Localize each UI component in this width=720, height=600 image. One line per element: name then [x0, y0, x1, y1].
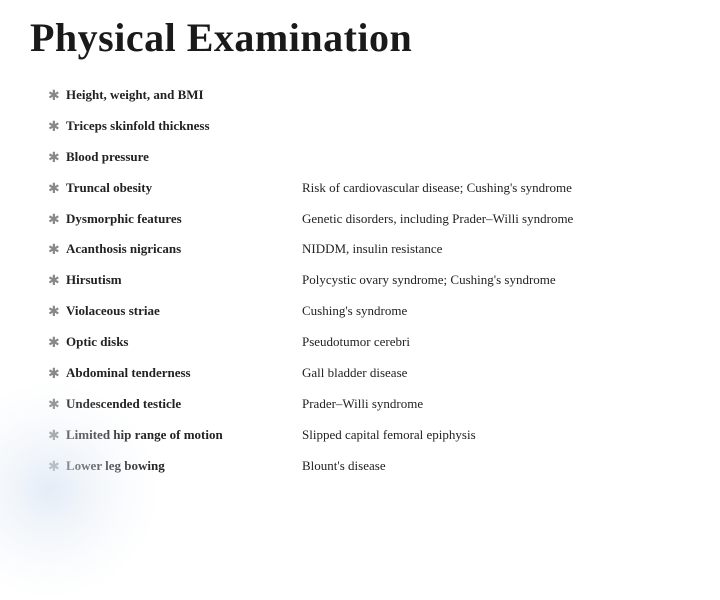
- page-title: Physical Examination: [0, 0, 720, 61]
- bullet-icon: ✱: [48, 303, 66, 320]
- bullet-icon: ✱: [48, 396, 66, 413]
- bullet-icon: ✱: [48, 241, 66, 258]
- item-label: Optic disks: [66, 334, 302, 351]
- item-label: Height, weight, and BMI: [66, 87, 302, 104]
- item-label: Abdominal tenderness: [66, 365, 302, 382]
- item-value: Cushing's syndrome: [302, 303, 692, 320]
- item-label: Hirsutism: [66, 272, 302, 289]
- item-value: NIDDM, insulin resistance: [302, 241, 692, 258]
- list-item: ✱Undescended testiclePrader–Willi syndro…: [48, 396, 692, 413]
- item-value: Slipped capital femoral epiphysis: [302, 427, 692, 444]
- bullet-icon: ✱: [48, 180, 66, 197]
- item-value: Genetic disorders, including Prader–Will…: [302, 211, 692, 228]
- list-item: ✱Acanthosis nigricansNIDDM, insulin resi…: [48, 241, 692, 258]
- bullet-icon: ✱: [48, 87, 66, 104]
- item-value: Polycystic ovary syndrome; Cushing's syn…: [302, 272, 692, 289]
- bullet-icon: ✱: [48, 118, 66, 135]
- item-label: Limited hip range of motion: [66, 427, 302, 444]
- list-item: ✱Height, weight, and BMI: [48, 87, 692, 104]
- bullet-icon: ✱: [48, 427, 66, 444]
- list-item: ✱Violaceous striaeCushing's syndrome: [48, 303, 692, 320]
- item-label: Triceps skinfold thickness: [66, 118, 302, 135]
- item-label: Dysmorphic features: [66, 211, 302, 228]
- item-value: Risk of cardiovascular disease; Cushing'…: [302, 180, 692, 197]
- item-label: Acanthosis nigricans: [66, 241, 302, 258]
- bullet-icon: ✱: [48, 334, 66, 351]
- item-value: Prader–Willi syndrome: [302, 396, 692, 413]
- item-label: Violaceous striae: [66, 303, 302, 320]
- list-item: ✱Optic disksPseudotumor cerebri: [48, 334, 692, 351]
- list-item: ✱Truncal obesityRisk of cardiovascular d…: [48, 180, 692, 197]
- item-label: Truncal obesity: [66, 180, 302, 197]
- bullet-icon: ✱: [48, 458, 66, 475]
- bullet-icon: ✱: [48, 365, 66, 382]
- list-item: ✱Dysmorphic featuresGenetic disorders, i…: [48, 211, 692, 228]
- item-label: Lower leg bowing: [66, 458, 302, 475]
- item-value: Blount's disease: [302, 458, 692, 475]
- list-item: ✱Limited hip range of motionSlipped capi…: [48, 427, 692, 444]
- bullet-icon: ✱: [48, 272, 66, 289]
- bullet-icon: ✱: [48, 211, 66, 228]
- list-item: ✱Triceps skinfold thickness: [48, 118, 692, 135]
- list-item: ✱Abdominal tendernessGall bladder diseas…: [48, 365, 692, 382]
- list-item: ✱Blood pressure: [48, 149, 692, 166]
- item-label: Blood pressure: [66, 149, 302, 166]
- item-label: Undescended testicle: [66, 396, 302, 413]
- list-item: ✱Lower leg bowingBlount's disease: [48, 458, 692, 475]
- item-value: Gall bladder disease: [302, 365, 692, 382]
- bullet-icon: ✱: [48, 149, 66, 166]
- exam-list: ✱Height, weight, and BMI✱Triceps skinfol…: [0, 61, 720, 475]
- list-item: ✱HirsutismPolycystic ovary syndrome; Cus…: [48, 272, 692, 289]
- item-value: Pseudotumor cerebri: [302, 334, 692, 351]
